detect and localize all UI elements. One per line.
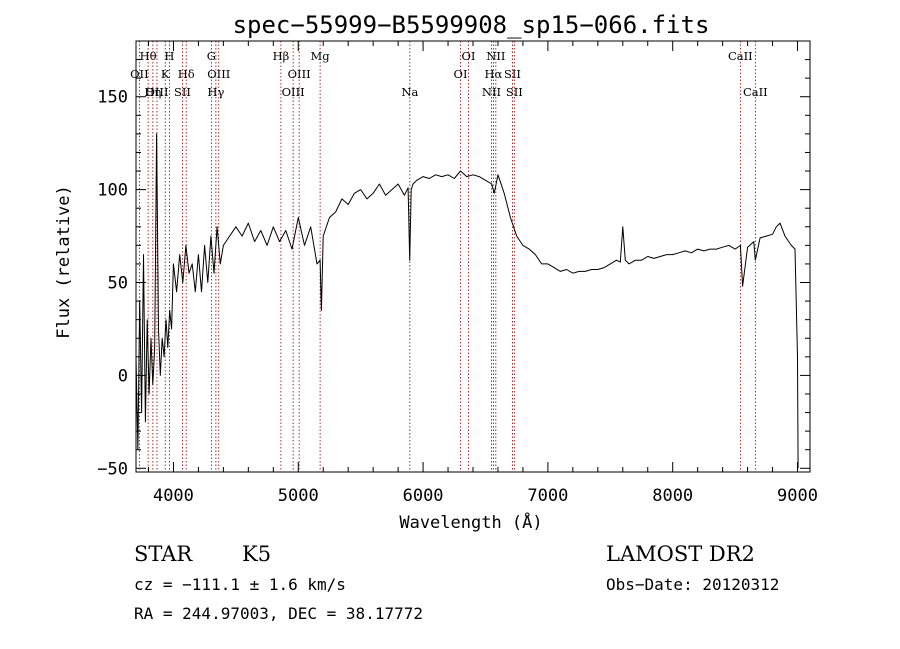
- line-marker-label: OII: [130, 67, 149, 81]
- spectrum-line: [135, 133, 799, 469]
- line-marker-label: OIII: [282, 85, 305, 99]
- x-tick-label: 8000: [652, 486, 693, 506]
- y-axis-label: Flux (relative): [54, 185, 74, 339]
- line-marker-label: H: [164, 49, 174, 63]
- axis-tick-labels: 4000 5000 6000 7000 8000 9000 −50 0 50 100 150: [97, 88, 818, 506]
- line-marker-label: SII: [506, 85, 523, 99]
- line-marker-label: Hγ: [207, 85, 224, 99]
- line-marker-label: CaII: [743, 85, 768, 99]
- axis-ticks: [136, 40, 810, 472]
- y-tick-label: 50: [108, 274, 128, 294]
- y-tick-label: 150: [97, 88, 128, 108]
- x-tick-label: 6000: [403, 486, 444, 506]
- object-subclass: K5: [242, 542, 271, 566]
- line-marker-label: OIII: [288, 67, 311, 81]
- line-marker-label: Hδ: [178, 67, 195, 81]
- y-tick-label: 100: [97, 181, 128, 201]
- redshift-cz: cz = −111.1 ± 1.6 km/s: [134, 575, 346, 594]
- y-tick-label: −50: [97, 459, 128, 479]
- line-marker-label: Hβ: [273, 49, 290, 63]
- line-marker-label: CaII: [728, 49, 753, 63]
- line-marker-label: Hη: [144, 85, 161, 99]
- line-marker-label: OI: [462, 49, 476, 63]
- line-marker-label: Hα: [484, 67, 502, 81]
- line-marker-label: OI: [454, 67, 468, 81]
- line-marker-label: G: [207, 49, 216, 63]
- observation-date: Obs−Date: 20120312: [606, 575, 779, 594]
- line-marker-label: OIII: [207, 67, 230, 81]
- x-tick-label: 4000: [153, 486, 194, 506]
- line-marker-label: OIII: [145, 85, 168, 99]
- line-marker-label: NII: [486, 49, 505, 63]
- object-class: STAR: [134, 542, 193, 566]
- chart-title: spec−55999−B5599908_sp15−066.fits: [233, 11, 710, 39]
- x-tick-label: 5000: [278, 486, 319, 506]
- y-tick-label: 0: [118, 366, 128, 386]
- line-marker-label: Hθ: [140, 49, 157, 63]
- line-marker-label: NII: [482, 85, 501, 99]
- line-marker-label: Mg: [311, 49, 331, 63]
- survey-name: LAMOST DR2: [606, 542, 755, 566]
- x-tick-label: 9000: [777, 486, 818, 506]
- coordinates: RA = 244.97003, DEC = 38.17772: [134, 604, 423, 623]
- line-marker-label: Na: [401, 85, 418, 99]
- line-marker-label: SII: [174, 85, 191, 99]
- spectrum-series: [135, 133, 799, 469]
- line-marker-label: SII: [504, 67, 521, 81]
- plot-frame: [135, 40, 811, 473]
- x-tick-label: 7000: [527, 486, 568, 506]
- x-axis-label: Wavelength (Å): [399, 511, 542, 533]
- line-marker-label: K: [161, 67, 170, 81]
